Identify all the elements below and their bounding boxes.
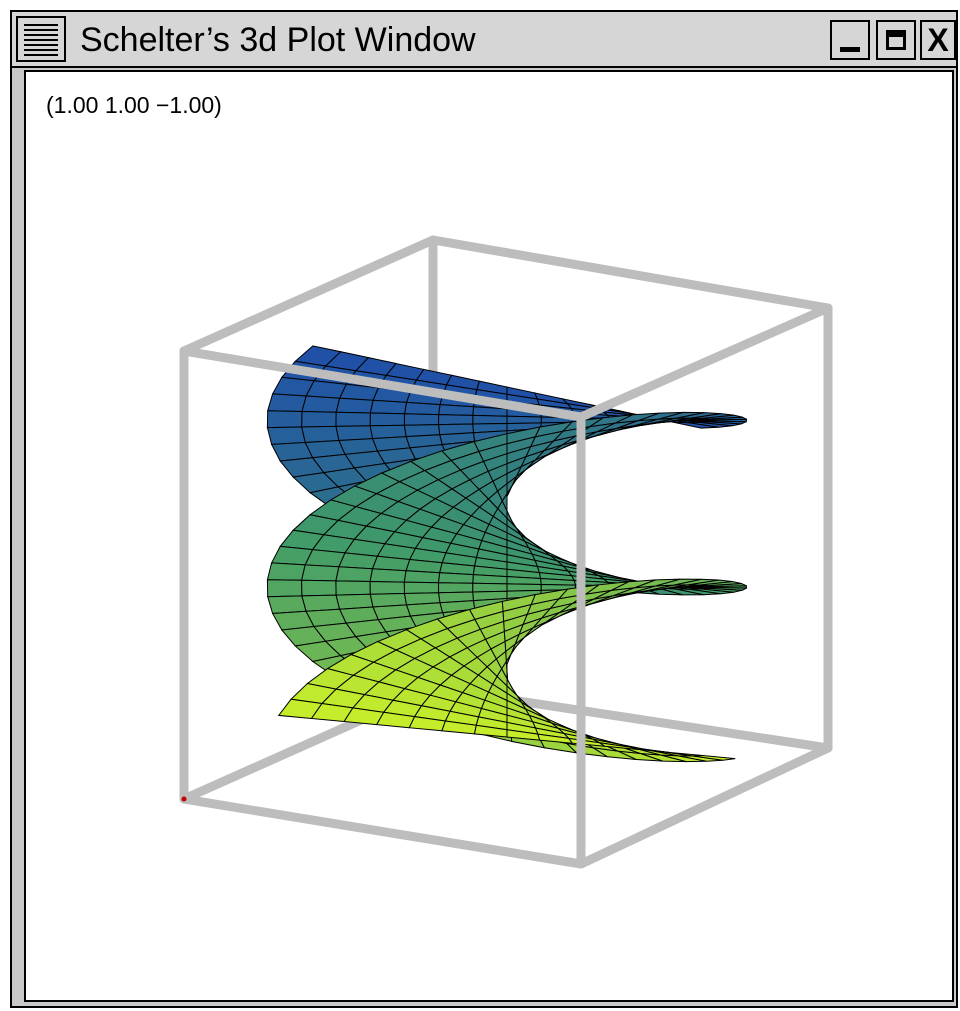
close-button[interactable]: X — [920, 20, 956, 60]
surface-patch — [338, 552, 379, 570]
surface-patch — [301, 579, 337, 597]
surface-patch — [472, 414, 508, 425]
surface-patch — [335, 411, 371, 427]
surface-patch — [266, 579, 303, 598]
surface-patch — [266, 410, 303, 429]
surface-patch — [369, 568, 407, 583]
surface-patch — [437, 572, 474, 584]
surface-patch — [506, 576, 542, 586]
surface-patch — [301, 395, 341, 413]
surface-patch — [437, 414, 474, 426]
surface-patch — [403, 570, 441, 584]
surface-patch — [403, 401, 441, 416]
surface-patch — [277, 698, 323, 720]
surface-patch — [403, 581, 440, 595]
cube-edge-top-front-left — [179, 346, 586, 422]
minimize-icon — [840, 47, 860, 52]
surface-patch — [300, 564, 340, 582]
surface-patch — [301, 594, 341, 612]
cube-edge-top-back-left — [179, 235, 438, 356]
close-icon: X — [927, 22, 949, 58]
surface-patch — [369, 580, 406, 595]
surface-patch — [335, 580, 371, 596]
origin-marker — [181, 796, 187, 802]
surface-patch — [267, 595, 307, 615]
helicoid-surface — [266, 345, 748, 763]
coordinates-readout: (1.00 1.00 −1.00) — [46, 92, 222, 118]
cube-edge-bottom-front-left — [179, 794, 586, 869]
surface-patch — [403, 413, 440, 426]
minimize-button[interactable] — [830, 20, 870, 60]
window-title: Schelter’s 3d Plot Window — [80, 21, 476, 59]
surface-patch — [506, 415, 542, 425]
helicoid-plot[interactable] — [26, 72, 952, 1000]
surface-patch — [437, 582, 474, 594]
title-bar[interactable]: Schelter’s 3d Plot Window X — [12, 12, 956, 68]
surface-patch — [335, 397, 374, 414]
surface-patch — [472, 574, 508, 585]
surface-patch — [267, 393, 307, 413]
surface-patch — [438, 404, 475, 416]
surface-patch — [266, 426, 306, 445]
cube-edge-top-front-right — [576, 303, 833, 422]
cube-edge-bottom-front-right — [576, 743, 833, 869]
surface-patch — [369, 399, 408, 415]
cube-edge-top-back-right — [428, 235, 833, 313]
plot-window: Schelter’s 3d Plot Window X (1.00 1.00 −… — [10, 10, 958, 1008]
surface-patch — [300, 425, 340, 444]
window-menu-button[interactable] — [16, 16, 66, 62]
surface-patch — [266, 562, 306, 581]
surface-patch — [369, 412, 406, 427]
plot-canvas[interactable]: (1.00 1.00 −1.00) — [24, 70, 954, 1002]
surface-patch — [472, 582, 508, 593]
surface-patch — [271, 376, 315, 397]
surface-patch — [301, 410, 337, 428]
maximize-button[interactable] — [876, 20, 916, 60]
maximize-icon — [886, 30, 906, 50]
surface-patch — [335, 566, 374, 583]
surface-patch — [304, 549, 346, 568]
surface-patch — [335, 425, 374, 442]
